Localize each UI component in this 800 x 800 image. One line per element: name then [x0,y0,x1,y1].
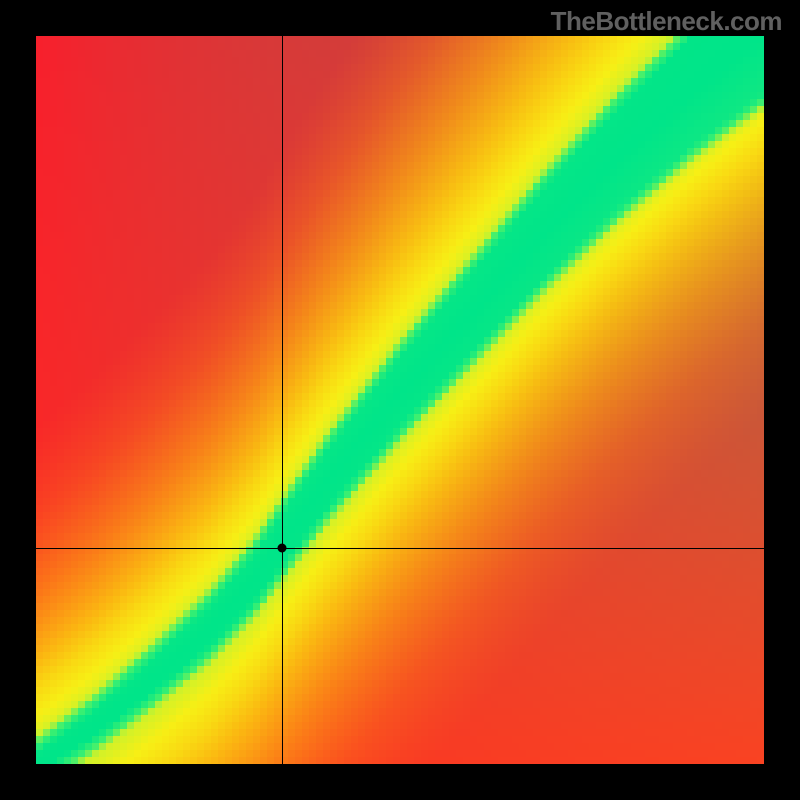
watermark-text: TheBottleneck.com [551,6,782,37]
heatmap-canvas [36,36,764,764]
crosshair-horizontal [36,548,764,549]
crosshair-vertical [282,36,283,764]
heatmap-plot-area [36,36,764,764]
marker-dot [278,543,287,552]
